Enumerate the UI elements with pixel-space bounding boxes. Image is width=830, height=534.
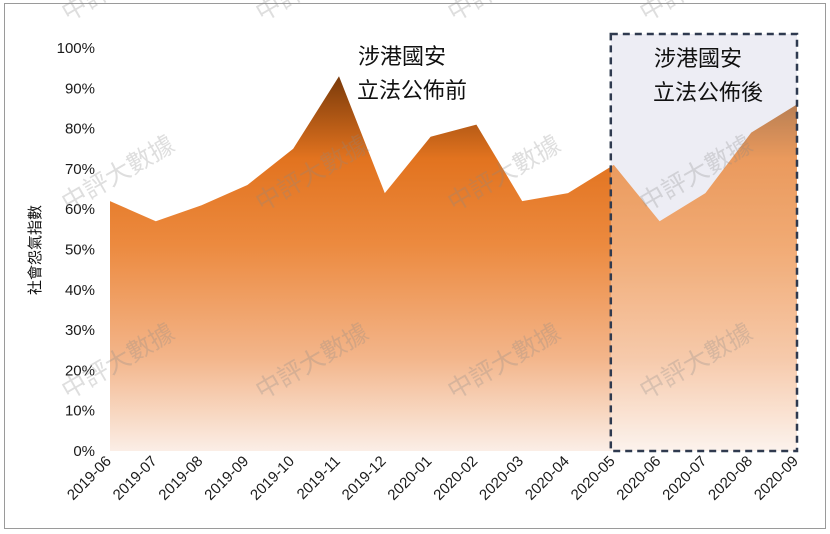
watermark: 中評大數據 [251, 0, 374, 27]
x-tick-label: 2020-09 [751, 453, 802, 504]
y-tick-label: 60% [65, 201, 95, 218]
x-tick-label: 2020-03 [476, 453, 527, 504]
y-tick-label: 10% [65, 403, 95, 420]
x-tick-label: 2019-11 [294, 453, 344, 503]
x-tick-label: 2019-10 [247, 453, 298, 504]
y-tick-label: 80% [65, 121, 95, 138]
y-tick-label: 20% [65, 362, 95, 379]
watermark: 中評大數據 [57, 0, 180, 27]
watermark: 中評大數據 [443, 0, 566, 27]
y-tick-label: 50% [65, 242, 95, 259]
x-tick-label: 2019-08 [155, 453, 206, 504]
y-tick-label: 40% [65, 282, 95, 299]
y-axis-label: 社會怨氣指數 [26, 205, 44, 295]
highlight-overlay [610, 34, 797, 451]
x-tick-label: 2020-02 [430, 453, 481, 504]
watermark: 中評大數據 [635, 0, 758, 27]
x-tick-label: 2020-04 [522, 453, 573, 504]
x-tick-label: 2020-06 [613, 453, 664, 504]
x-tick-label: 2020-07 [659, 453, 710, 504]
x-tick-label: 2019-06 [64, 453, 115, 504]
y-tick-label: 100% [57, 40, 95, 57]
annotation-before-line-2: 立法公佈前 [357, 79, 467, 104]
x-tick-label: 2020-01 [384, 453, 435, 504]
x-tick-label: 2019-12 [339, 453, 390, 504]
annotation-before-line-1: 涉港國安 [358, 45, 446, 70]
annotation-after-line-1: 涉港國安 [654, 47, 742, 72]
x-tick-label: 2019-07 [110, 453, 161, 504]
highlight-border [609, 32, 799, 453]
x-tick-label: 2019-09 [201, 453, 252, 504]
annotation-after-line-2: 立法公佈後 [653, 81, 763, 106]
y-tick-label: 30% [65, 322, 95, 339]
y-tick-label: 90% [65, 80, 95, 97]
x-tick-label: 2020-05 [568, 453, 619, 504]
y-tick-label: 70% [65, 161, 95, 178]
area-series [110, 76, 797, 451]
x-tick-label: 2020-08 [705, 453, 756, 504]
y-tick-label: 0% [73, 443, 95, 460]
